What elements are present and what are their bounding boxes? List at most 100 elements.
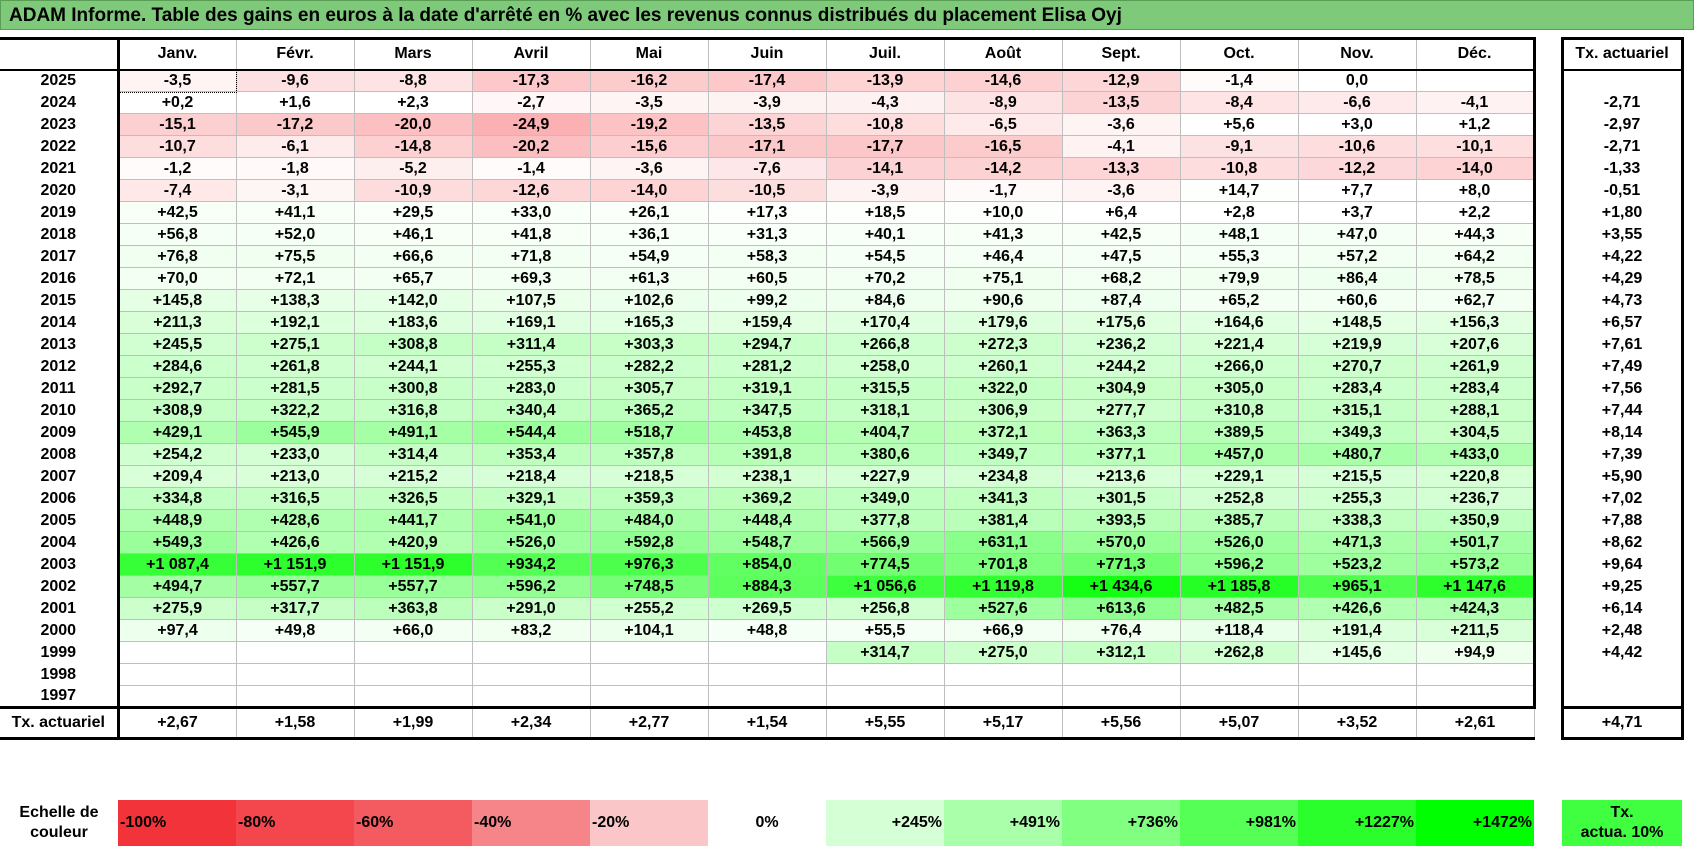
gain-cell: +471,3 [1298,531,1417,554]
gain-cell: -16,5 [944,135,1063,158]
gain-cell: -13,5 [1062,91,1181,114]
gain-cell: +145,6 [1298,641,1417,664]
gain-cell: +2,8 [1180,201,1299,224]
gain-cell: +156,3 [1416,311,1536,334]
year-cell: 2010 [40,401,77,419]
gain-cell: +338,3 [1298,509,1417,532]
tx-actuariel-cell: -1,33 [1560,157,1684,180]
gain-cell: -3,9 [826,179,945,202]
gain-cell: -6,1 [236,135,355,158]
gain-cell: +104,1 [590,619,709,642]
year-cell: 2002 [40,577,77,595]
gain-cell: -14,1 [826,157,945,180]
year-cell: 2001 [40,599,77,617]
footer-label: Tx. actuariel [0,707,118,740]
gain-cell: +70,0 [116,267,237,290]
table-row: 2025 -3,5 -9,6 -8,8 -17,3 -16,2 -17,4 -13,9 -14,… [0,68,1684,93]
gain-cell: +72,1 [236,267,355,290]
gain-cell [944,685,1063,709]
gain-cell: +148,5 [1298,311,1417,334]
page-title: ADAM Informe. Table des gains en euros à… [0,0,1694,30]
color-scale-swatch-label: +1227% [1354,814,1414,831]
gain-cell: +288,1 [1416,399,1536,422]
gain-cell [1062,663,1181,686]
header-row: Janv. Févr. Mars Avril Mai Juin Juil. Ao… [0,37,1684,71]
tx-actuariel-cell [1560,685,1684,709]
color-scale-swatch-label: +491% [1009,814,1060,831]
gain-cell: -1,4 [1180,69,1299,92]
gain-cell: +233,0 [236,443,355,466]
column-gap [1534,554,1562,576]
gain-cell: +573,2 [1416,553,1536,576]
color-scale-swatch-label: +1472% [1472,814,1532,831]
footer-cell: +1,99 [354,707,473,740]
table-body: 2025 -3,5 -9,6 -8,8 -17,3 -16,2 -17,4 -13,9 -14,… [0,68,1684,740]
gain-cell: +262,8 [1180,641,1299,664]
gain-cell: +347,5 [708,399,827,422]
gain-cell: +10,0 [944,201,1063,224]
color-scale-swatch-label: -20% [592,814,630,831]
column-gap [1534,290,1562,312]
gain-cell: -12,9 [1062,69,1181,92]
gain-cell: +229,1 [1180,465,1299,488]
table-row: 2006 +334,8 +316,5 +326,5 +329,1 +359,3 +369,2… [0,487,1684,510]
gain-cell: +236,7 [1416,487,1536,510]
color-scale-swatch-label: +245% [891,814,942,831]
year-cell: 2000 [40,621,77,639]
gain-cell: +76,4 [1062,619,1181,642]
year-header [0,37,118,71]
gain-cell: +428,6 [236,509,355,532]
gain-cell: +312,1 [1062,641,1181,664]
gain-cell: +381,4 [944,509,1063,532]
gain-cell: +66,9 [944,619,1063,642]
column-gap [1534,158,1562,180]
gain-cell: +219,9 [1298,333,1417,356]
month-header: Nov. [1298,37,1417,71]
gain-cell: +5,6 [1180,113,1299,136]
tx-actuariel-header: Tx. actuariel [1560,37,1684,71]
gain-cell: -8,8 [354,69,473,92]
gain-cell [354,663,473,686]
gain-cell: +42,5 [116,201,237,224]
gain-cell: +220,8 [1416,465,1536,488]
gain-cell: +62,7 [1416,289,1536,312]
column-gap [1534,466,1562,488]
gain-cell: +164,6 [1180,311,1299,334]
gain-cell: +315,1 [1298,399,1417,422]
gain-cell: +36,1 [590,223,709,246]
table-row: 2016 +70,0 +72,1 +65,7 +69,3 +61,3 +60,5 +70,2 +… [0,267,1684,290]
color-scale-swatch-label: -80% [238,814,276,831]
tx-actuariel-cell: -0,51 [1560,179,1684,202]
gain-cell: +281,5 [236,377,355,400]
gain-cell: -13,3 [1062,157,1181,180]
tx-actuariel-cell: +4,42 [1560,641,1684,664]
gain-cell: +255,3 [472,355,591,378]
tx-actuariel-cell: +8,14 [1560,421,1684,444]
gain-cell: -14,6 [944,69,1063,92]
gain-cell: +310,8 [1180,399,1299,422]
footer-cell: +5,07 [1180,707,1299,740]
column-gap [1534,488,1562,510]
gain-cell: +209,4 [116,465,237,488]
gain-cell: +255,3 [1298,487,1417,510]
gain-cell: +48,1 [1180,223,1299,246]
year-cell: 2025 [40,72,77,89]
tx-actuariel-cell [1560,663,1684,686]
gain-cell: +283,4 [1298,377,1417,400]
month-header: Avril [472,37,591,71]
gain-cell [236,685,355,709]
gain-cell: -4,1 [1062,135,1181,158]
gain-cell: +965,1 [1298,575,1417,598]
gain-cell: +329,1 [472,487,591,510]
gain-cell: +771,3 [1062,553,1181,576]
gain-cell: +334,8 [116,487,237,510]
gain-cell: +934,2 [472,553,591,576]
footer-cell: +3,52 [1298,707,1417,740]
gain-cell: +494,7 [116,575,237,598]
gain-cell: +69,3 [472,267,591,290]
tx-actuariel-cell: +7,02 [1560,487,1684,510]
table-row: 2000 +97,4 +49,8 +66,0 +83,2 +104,1 +48,8 +55,5… [0,619,1684,642]
footer-cell: +1,54 [708,707,827,740]
gain-cell: +29,5 [354,201,473,224]
month-header: Déc. [1416,37,1536,71]
